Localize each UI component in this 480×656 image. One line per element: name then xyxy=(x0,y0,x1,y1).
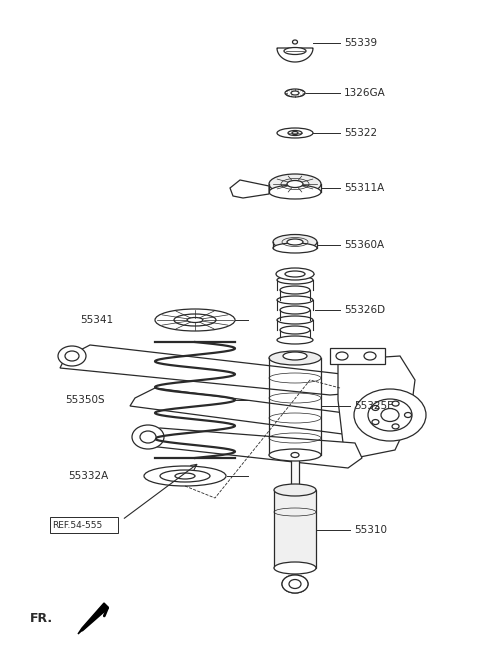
Ellipse shape xyxy=(285,89,305,97)
Ellipse shape xyxy=(280,306,310,314)
Text: REF.54-555: REF.54-555 xyxy=(52,520,102,529)
Ellipse shape xyxy=(280,286,310,294)
Ellipse shape xyxy=(65,351,79,361)
Ellipse shape xyxy=(292,40,298,44)
Polygon shape xyxy=(78,603,108,634)
Text: 55322: 55322 xyxy=(344,128,377,138)
Ellipse shape xyxy=(392,424,399,429)
Ellipse shape xyxy=(288,131,302,136)
Ellipse shape xyxy=(368,399,412,431)
Ellipse shape xyxy=(140,431,156,443)
Ellipse shape xyxy=(291,453,299,457)
Ellipse shape xyxy=(291,527,299,533)
Ellipse shape xyxy=(291,91,299,95)
Ellipse shape xyxy=(289,579,301,588)
Ellipse shape xyxy=(282,575,308,593)
Polygon shape xyxy=(277,48,313,62)
Ellipse shape xyxy=(282,575,308,593)
Ellipse shape xyxy=(372,420,379,424)
Text: 55326D: 55326D xyxy=(344,305,385,315)
Polygon shape xyxy=(60,345,355,395)
Ellipse shape xyxy=(354,389,426,441)
Ellipse shape xyxy=(274,484,316,496)
Polygon shape xyxy=(130,388,368,435)
Polygon shape xyxy=(230,180,269,198)
Text: FR.: FR. xyxy=(30,611,53,625)
Ellipse shape xyxy=(277,316,313,324)
Ellipse shape xyxy=(392,401,399,406)
Text: 55341: 55341 xyxy=(80,315,113,325)
Ellipse shape xyxy=(276,268,314,280)
Text: 1326GA: 1326GA xyxy=(344,88,386,98)
Ellipse shape xyxy=(269,174,321,194)
Ellipse shape xyxy=(274,562,316,574)
Ellipse shape xyxy=(283,352,307,360)
Bar xyxy=(291,455,299,530)
Ellipse shape xyxy=(58,346,86,366)
Ellipse shape xyxy=(187,318,203,323)
Ellipse shape xyxy=(273,243,317,253)
Ellipse shape xyxy=(174,314,216,326)
Ellipse shape xyxy=(364,352,376,360)
Ellipse shape xyxy=(155,309,235,331)
Polygon shape xyxy=(140,428,362,468)
Ellipse shape xyxy=(277,128,313,138)
Text: 55350S: 55350S xyxy=(65,395,105,405)
Ellipse shape xyxy=(381,409,399,422)
Ellipse shape xyxy=(269,351,321,365)
Bar xyxy=(50,517,118,533)
Text: 55311A: 55311A xyxy=(344,183,384,193)
Ellipse shape xyxy=(285,271,305,277)
Ellipse shape xyxy=(269,449,321,461)
Ellipse shape xyxy=(336,352,348,360)
Bar xyxy=(330,348,385,364)
Text: 55339: 55339 xyxy=(344,38,377,48)
Text: 55360A: 55360A xyxy=(344,240,384,250)
Ellipse shape xyxy=(160,470,210,482)
Ellipse shape xyxy=(277,336,313,344)
Ellipse shape xyxy=(405,413,411,417)
Ellipse shape xyxy=(372,405,379,411)
Text: 55332A: 55332A xyxy=(68,471,108,481)
Ellipse shape xyxy=(132,425,164,449)
Text: 55310: 55310 xyxy=(354,525,387,535)
Ellipse shape xyxy=(280,326,310,334)
Ellipse shape xyxy=(292,131,298,134)
Ellipse shape xyxy=(273,234,317,249)
Polygon shape xyxy=(338,356,415,460)
Ellipse shape xyxy=(277,276,313,284)
Ellipse shape xyxy=(269,185,321,199)
Ellipse shape xyxy=(144,466,226,486)
Ellipse shape xyxy=(284,47,306,54)
Ellipse shape xyxy=(175,473,195,479)
Bar xyxy=(274,490,316,568)
Ellipse shape xyxy=(287,180,303,188)
Text: 55325E: 55325E xyxy=(354,401,394,411)
Ellipse shape xyxy=(277,296,313,304)
Ellipse shape xyxy=(287,239,303,245)
